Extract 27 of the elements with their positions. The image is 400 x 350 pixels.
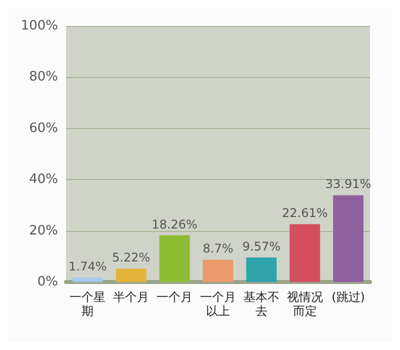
bar <box>116 268 146 282</box>
y-tick-label: 80% <box>29 70 58 85</box>
y-tick-label: 40% <box>29 172 58 188</box>
y-tick-label: 100% <box>20 18 58 34</box>
data-label: 9.57% <box>242 240 280 254</box>
y-tick-label: 0% <box>37 274 58 290</box>
data-label: 5.22% <box>112 250 150 265</box>
data-label: 1.74% <box>68 260 107 274</box>
x-tick-label: 基本不去 <box>243 290 280 318</box>
x-tick-label: 一个月 <box>156 290 193 304</box>
bar <box>290 224 320 282</box>
x-tick-label: 一个星期 <box>70 290 106 318</box>
data-label: 22.61% <box>282 206 328 220</box>
bar <box>72 278 103 282</box>
bar <box>202 260 234 282</box>
bar <box>246 258 277 282</box>
bar <box>333 195 364 282</box>
x-tick-label: 一个月以上 <box>200 290 236 318</box>
data-label: 18.26% <box>152 217 198 232</box>
bar <box>159 235 190 282</box>
x-tick-label: (跳过) <box>332 290 365 304</box>
data-label: 8.7% <box>202 242 234 256</box>
data-label: 33.91% <box>325 177 372 192</box>
x-tick-label: 视情况而定 <box>286 290 323 318</box>
y-tick-label: 60% <box>29 120 58 136</box>
y-tick-label: 20% <box>29 223 58 238</box>
x-tick-label: 半个月 <box>113 290 150 304</box>
